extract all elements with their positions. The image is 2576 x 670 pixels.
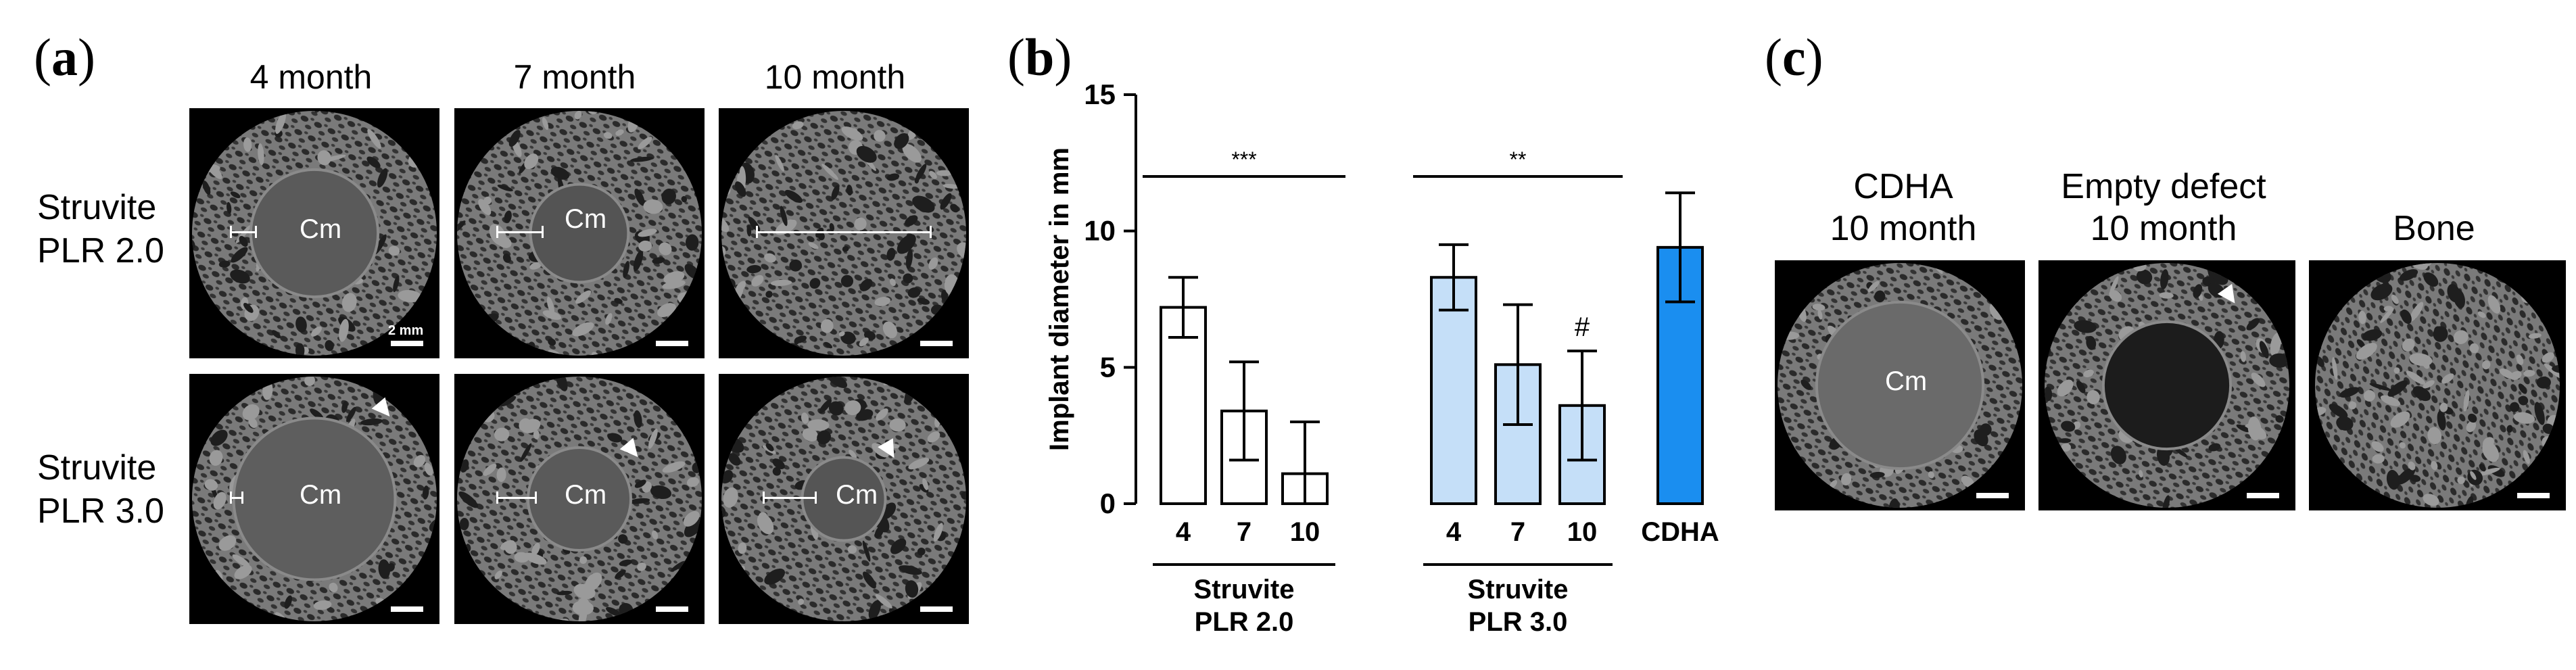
column-header-4-month: 4 month xyxy=(249,58,373,96)
title-bone: Bone xyxy=(2393,209,2475,248)
measurement-bracket xyxy=(763,492,817,504)
measurement-bracket xyxy=(756,226,932,238)
x-tick-label: 4 xyxy=(1446,517,1462,547)
panel-label-b: (b) xyxy=(1007,28,1072,87)
scale-bar xyxy=(1976,493,2009,498)
y-tick-label: 10 xyxy=(1084,215,1116,247)
measurement-bracket xyxy=(496,492,537,504)
measurement-bracket xyxy=(230,226,257,238)
title-cdha: CDHA 10 month xyxy=(1830,167,1977,248)
x-tick-label: 10 xyxy=(1567,517,1598,547)
image-plr3-10m: Cm xyxy=(719,374,969,624)
column-header-7-month: 7 month xyxy=(513,58,636,96)
scale-bar-label: 2 mm xyxy=(388,323,424,338)
group-label-line1: Struvite xyxy=(1468,575,1569,604)
group-label-line2: PLR 2.0 xyxy=(1195,607,1294,637)
cm-label: Cm xyxy=(836,480,878,510)
cm-label: Cm xyxy=(565,204,607,234)
cm-label: Cm xyxy=(300,214,342,244)
scale-bar xyxy=(2517,493,2550,498)
row-header-plr-3: Struvite PLR 3.0 xyxy=(37,448,164,531)
significance-marker: ** xyxy=(1510,147,1527,172)
cm-label: Cm xyxy=(300,480,342,510)
scale-bar xyxy=(656,341,688,346)
image-plr2-7m: Cm xyxy=(454,108,705,358)
x-tick-label: 7 xyxy=(1510,517,1525,547)
cm-label: Cm xyxy=(565,480,607,510)
group-label-line2: PLR 3.0 xyxy=(1469,607,1568,637)
significance-marker: *** xyxy=(1231,147,1256,172)
image-bone xyxy=(2309,260,2566,510)
scale-bar xyxy=(920,606,953,612)
scale-bar xyxy=(656,606,688,612)
scale-bar xyxy=(391,606,423,612)
y-tick-label: 0 xyxy=(1100,487,1116,519)
x-tick-label: 10 xyxy=(1290,517,1320,547)
cm-label: Cm xyxy=(1885,366,1928,396)
y-axis-label: Implant diameter in mm xyxy=(1045,147,1074,451)
measurement-bracket xyxy=(496,226,544,238)
panel-label-a: (a) xyxy=(34,28,95,87)
group-label-line1: Struvite xyxy=(1194,575,1295,604)
x-tick-label: 7 xyxy=(1237,517,1251,547)
image-cdha-10m: Cm xyxy=(1775,260,2025,510)
scale-bar xyxy=(2247,493,2279,498)
row-header-plr-2: Struvite PLR 2.0 xyxy=(37,188,164,270)
column-header-10-month: 10 month xyxy=(764,58,906,96)
scale-bar xyxy=(920,341,953,346)
image-plr2-10m xyxy=(719,108,969,358)
image-plr3-7m: Cm xyxy=(454,374,705,624)
measurement-bracket xyxy=(230,492,243,504)
title-empty-defect: Empty defect 10 month xyxy=(2061,167,2266,248)
image-plr3-4m: Cm xyxy=(189,374,439,624)
annotation-hash: # xyxy=(1575,312,1590,342)
y-tick-label: 15 xyxy=(1084,78,1116,110)
x-tick-label: CDHA xyxy=(1641,517,1719,547)
image-plr2-4m: Cm 2 mm xyxy=(189,108,439,358)
y-tick-label: 5 xyxy=(1100,351,1116,383)
x-tick-label: 4 xyxy=(1176,517,1191,547)
panel-label-c: (c) xyxy=(1765,28,1823,87)
image-empty-defect-10m xyxy=(2038,260,2295,510)
bar-chart: 0 5 10 15 Implant diameter in mm 4 7 10 4 7 10 CDHA… xyxy=(1045,78,1719,637)
scale-bar xyxy=(391,341,423,346)
